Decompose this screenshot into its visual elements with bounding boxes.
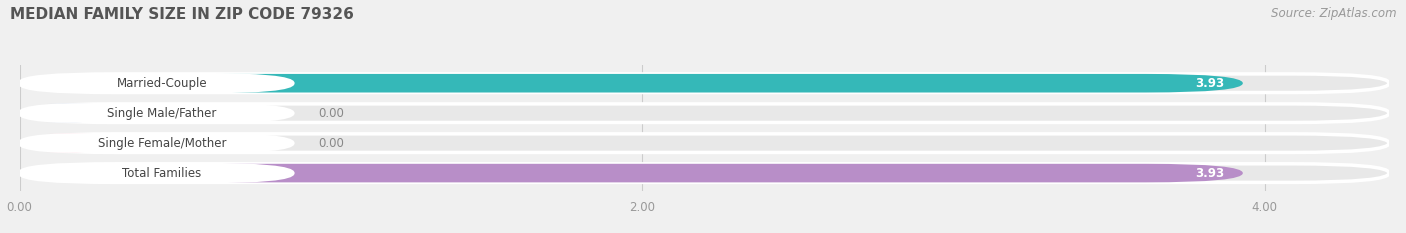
Text: 3.93: 3.93 (1195, 167, 1225, 180)
FancyBboxPatch shape (20, 134, 1389, 152)
FancyBboxPatch shape (20, 74, 1389, 93)
FancyBboxPatch shape (20, 104, 1389, 123)
Text: Single Female/Mother: Single Female/Mother (98, 137, 226, 150)
Text: 0.00: 0.00 (319, 107, 344, 120)
FancyBboxPatch shape (20, 134, 294, 152)
Text: Source: ZipAtlas.com: Source: ZipAtlas.com (1271, 7, 1396, 20)
FancyBboxPatch shape (20, 74, 1243, 93)
FancyBboxPatch shape (20, 104, 294, 123)
Text: 0.00: 0.00 (319, 137, 344, 150)
Text: Married-Couple: Married-Couple (117, 77, 208, 90)
FancyBboxPatch shape (20, 104, 143, 123)
FancyBboxPatch shape (20, 164, 1389, 182)
Text: Total Families: Total Families (122, 167, 201, 180)
FancyBboxPatch shape (20, 74, 294, 93)
FancyBboxPatch shape (20, 134, 143, 152)
Text: Single Male/Father: Single Male/Father (107, 107, 217, 120)
Text: 3.93: 3.93 (1195, 77, 1225, 90)
FancyBboxPatch shape (20, 164, 1243, 182)
Text: MEDIAN FAMILY SIZE IN ZIP CODE 79326: MEDIAN FAMILY SIZE IN ZIP CODE 79326 (10, 7, 354, 22)
FancyBboxPatch shape (20, 164, 294, 182)
